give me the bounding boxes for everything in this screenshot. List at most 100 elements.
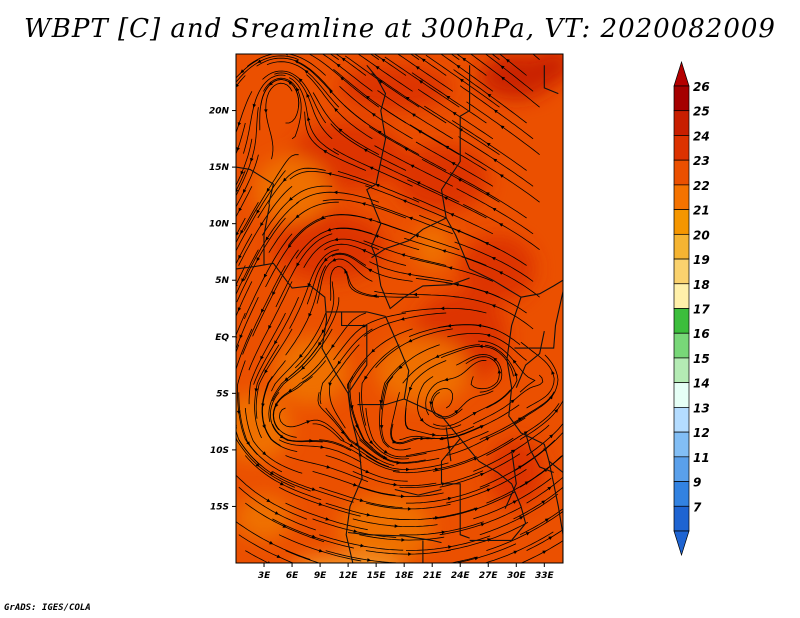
colorbar-swatch xyxy=(673,283,690,309)
streamline-arrowhead xyxy=(452,111,457,116)
streamline-arrowhead xyxy=(265,236,270,241)
streamline-arrowhead xyxy=(269,471,275,475)
streamline-arrowhead xyxy=(398,365,403,370)
streamline xyxy=(275,233,333,308)
streamline-arrowhead xyxy=(360,543,365,548)
colorbar-swatch xyxy=(673,258,690,285)
colorbar-swatch xyxy=(673,184,690,210)
colorbar-label: 17 xyxy=(693,303,710,317)
streamline xyxy=(246,54,326,76)
streamline-arrowhead xyxy=(298,78,303,83)
streamline-arrowhead xyxy=(493,357,498,362)
streamline-arrowhead xyxy=(440,306,445,311)
streamline-arrowhead xyxy=(511,449,516,454)
colorbar-swatch xyxy=(673,135,690,161)
border-line xyxy=(403,398,527,524)
streamline xyxy=(450,54,460,61)
streamline xyxy=(262,360,286,446)
streamline-arrowhead xyxy=(480,523,485,527)
streamline xyxy=(379,360,407,448)
y-axis: 20N 15N 10N 5N EQ 5S 10S 15S xyxy=(209,107,236,512)
streamline-arrowhead xyxy=(336,63,341,68)
streamline-arrowhead xyxy=(421,58,426,63)
streamline-arrowhead xyxy=(326,465,331,469)
streamline-arrowhead xyxy=(416,181,421,185)
colorbar-label: 23 xyxy=(693,154,710,168)
streamlines xyxy=(236,49,563,567)
streamline xyxy=(361,344,400,426)
border-line xyxy=(515,330,545,388)
streamline-arrowhead xyxy=(401,538,406,542)
streamline-arrowhead xyxy=(264,109,268,114)
streamline-arrowhead xyxy=(236,83,239,88)
streamline-arrowhead xyxy=(459,78,464,83)
streamline-arrowhead xyxy=(349,443,354,447)
streamline-arrowhead xyxy=(432,432,437,437)
y-tick-label: 5N xyxy=(215,276,229,286)
streamline-arrowhead xyxy=(269,540,274,545)
streamline-arrowhead xyxy=(442,249,447,253)
country-borders xyxy=(236,64,563,563)
streamline-arrowhead xyxy=(371,348,376,353)
colorbar-label: 9 xyxy=(693,476,701,490)
streamline-arrowhead xyxy=(551,370,555,375)
colorbar-label: 7 xyxy=(693,500,702,514)
streamline-arrowhead xyxy=(282,177,287,182)
streamline-arrowhead xyxy=(491,257,496,261)
streamline-arrowhead xyxy=(323,149,328,154)
streamline xyxy=(260,79,300,124)
streamline-arrowhead xyxy=(296,262,300,267)
streamline xyxy=(245,550,270,563)
streamline-arrowhead xyxy=(472,412,477,416)
streamline-arrowhead xyxy=(268,325,272,330)
border-line xyxy=(236,262,363,563)
border-line xyxy=(326,311,386,317)
streamline-arrowhead xyxy=(282,524,287,528)
streamline-arrowhead xyxy=(254,388,259,393)
border-line xyxy=(341,311,368,394)
streamline-arrowhead xyxy=(323,49,327,53)
streamline-arrowhead xyxy=(549,434,554,439)
streamline xyxy=(236,107,259,197)
streamline-arrowhead xyxy=(241,278,245,283)
streamline xyxy=(317,392,378,460)
streamline-arrowhead xyxy=(446,95,451,100)
field-patch xyxy=(254,155,330,224)
streamline xyxy=(255,328,293,419)
colorbar-label: 25 xyxy=(693,105,710,119)
streamline-arrowhead xyxy=(400,494,405,499)
streamline-arrowhead xyxy=(274,340,278,345)
streamline-arrowhead xyxy=(326,563,330,567)
streamline-arrowhead xyxy=(257,59,262,63)
streamline-arrowhead xyxy=(415,66,420,70)
streamline-arrowhead xyxy=(393,482,398,487)
y-tick-label: 15N xyxy=(209,163,230,173)
streamline-arrowhead xyxy=(408,338,413,343)
streamline-arrowhead xyxy=(301,365,306,370)
streamline xyxy=(448,556,478,563)
streamline xyxy=(301,312,367,380)
streamline-arrowhead xyxy=(519,516,524,520)
streamline-arrowhead xyxy=(410,164,415,168)
streamline-arrowhead xyxy=(402,199,407,203)
streamline-arrowhead xyxy=(275,403,279,408)
streamline-arrowhead xyxy=(484,291,489,295)
streamline-arrowhead xyxy=(435,354,440,358)
streamline xyxy=(236,312,246,337)
streamline xyxy=(268,201,339,253)
border-line xyxy=(504,449,517,509)
colorbar-label: 22 xyxy=(693,179,710,193)
streamline-arrowhead xyxy=(377,130,382,135)
streamline-arrowhead xyxy=(329,89,333,94)
field-patch xyxy=(236,495,293,541)
streamline-arrowhead xyxy=(493,109,498,114)
streamline xyxy=(236,202,259,244)
streamline-arrowhead xyxy=(486,142,491,147)
streamline-arrowhead xyxy=(407,272,412,277)
x-tick-label: 27E xyxy=(479,571,499,581)
streamline xyxy=(265,217,326,288)
streamline xyxy=(236,154,259,208)
streamline-arrowhead xyxy=(299,354,303,359)
streamline-arrowhead xyxy=(383,449,388,454)
streamline-arrowhead xyxy=(266,498,271,503)
